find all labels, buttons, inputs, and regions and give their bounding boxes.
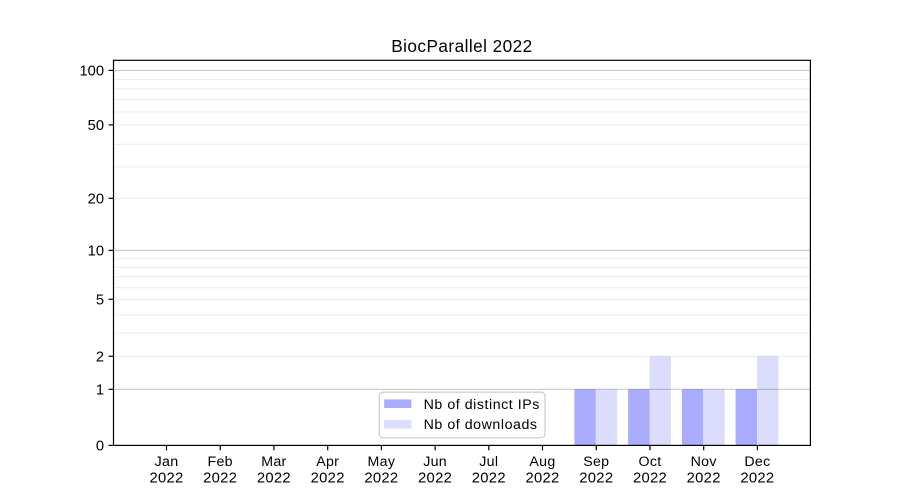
svg-text:2022: 2022 (311, 470, 345, 486)
svg-text:1: 1 (96, 382, 104, 398)
svg-text:2022: 2022 (525, 470, 559, 486)
svg-text:Aug: Aug (529, 454, 555, 470)
svg-text:Jun: Jun (423, 454, 447, 470)
svg-text:2: 2 (96, 349, 104, 365)
svg-text:Jul: Jul (479, 454, 498, 470)
svg-text:Nb of downloads: Nb of downloads (424, 417, 538, 433)
svg-text:BiocParallel 2022: BiocParallel 2022 (391, 36, 532, 56)
svg-text:20: 20 (88, 191, 104, 207)
svg-text:Sep: Sep (583, 454, 609, 470)
svg-text:100: 100 (79, 64, 104, 80)
svg-text:2022: 2022 (257, 470, 291, 486)
svg-text:2022: 2022 (149, 470, 183, 486)
svg-text:2022: 2022 (418, 470, 452, 486)
svg-text:2022: 2022 (687, 470, 721, 486)
svg-text:2022: 2022 (579, 470, 613, 486)
svg-text:Apr: Apr (316, 454, 339, 470)
svg-text:Dec: Dec (744, 454, 770, 470)
svg-text:Feb: Feb (208, 454, 233, 470)
svg-text:2022: 2022 (203, 470, 237, 486)
svg-text:May: May (368, 454, 396, 470)
svg-text:2022: 2022 (364, 470, 398, 486)
svg-text:10: 10 (88, 244, 104, 260)
svg-text:Jan: Jan (155, 454, 179, 470)
svg-text:Oct: Oct (639, 454, 662, 470)
svg-text:5: 5 (96, 292, 104, 308)
svg-text:2022: 2022 (472, 470, 506, 486)
svg-text:2022: 2022 (633, 470, 667, 486)
svg-text:Nov: Nov (691, 454, 718, 470)
svg-text:0: 0 (96, 439, 104, 455)
svg-text:Nb of distinct IPs: Nb of distinct IPs (424, 397, 540, 413)
svg-text:50: 50 (88, 118, 104, 134)
svg-text:2022: 2022 (740, 470, 774, 486)
svg-text:Mar: Mar (261, 454, 286, 470)
